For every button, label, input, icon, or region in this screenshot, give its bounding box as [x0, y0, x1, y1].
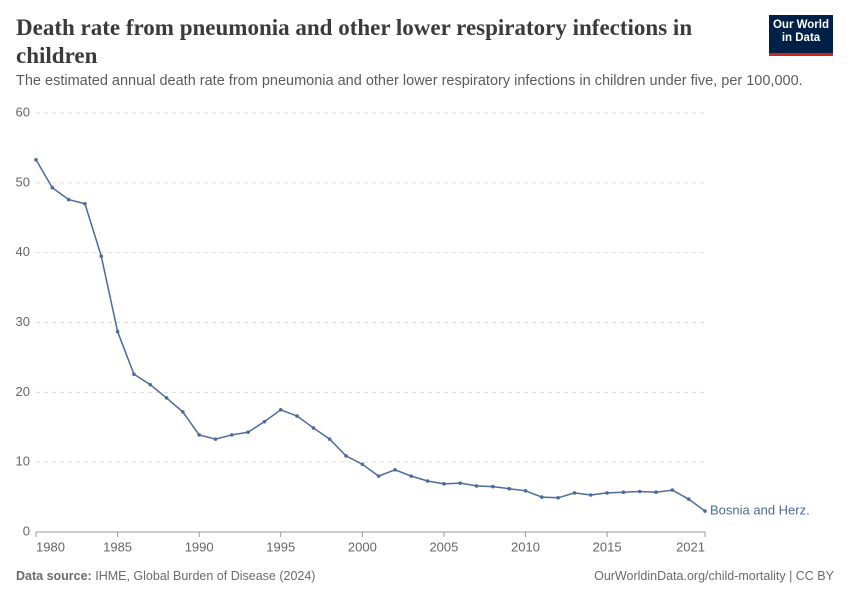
x-tick-label: 2000: [348, 539, 377, 554]
data-point: [686, 497, 691, 501]
data-point: [703, 509, 707, 513]
data-point: [295, 414, 299, 418]
y-tick-label: 60: [16, 104, 30, 119]
data-point: [246, 430, 250, 434]
data-point: [230, 433, 234, 437]
data-point: [262, 419, 267, 424]
data-point: [164, 396, 169, 400]
data-point: [34, 157, 38, 162]
data-point: [425, 479, 430, 483]
data-point: [278, 407, 283, 412]
x-tick-label: 2010: [511, 539, 540, 554]
y-tick-label: 50: [16, 174, 30, 189]
data-point: [474, 484, 479, 488]
y-tick-label: 30: [16, 314, 30, 329]
data-point: [637, 489, 642, 494]
x-tick-label: 2015: [593, 539, 622, 554]
series-line: [35, 159, 706, 512]
y-tick-label: 40: [16, 244, 30, 259]
y-tick-label: 0: [23, 523, 30, 538]
chart-subtitle: The estimated annual death rate from pne…: [16, 73, 803, 89]
source: IHME, Global Burden of Disease (2024): [95, 569, 316, 583]
data-point: [50, 185, 55, 190]
x-tick-label: 1990: [185, 539, 214, 554]
data-point: [409, 474, 414, 478]
source-note: Data source: IHME, Global Burden of Dise…: [16, 569, 315, 583]
x-tick-label: 2021: [676, 539, 705, 554]
data-point: [670, 488, 675, 492]
data-point: [621, 490, 626, 494]
y-tick-label: 10: [16, 454, 30, 469]
data-point: [344, 454, 348, 458]
source-label: Data source:: [16, 569, 92, 583]
data-point: [148, 382, 153, 387]
data-point: [213, 437, 218, 441]
data-point: [132, 372, 136, 376]
data-point: [588, 493, 593, 497]
data-point: [442, 482, 446, 486]
data-point: [83, 201, 87, 206]
data-point: [197, 433, 201, 437]
data-point: [556, 495, 560, 500]
series-label: Bosnia and Herz.: [710, 502, 810, 517]
footer-link[interactable]: OurWorldinData.org/child-mortality | CC …: [594, 569, 834, 583]
data-point: [311, 426, 316, 430]
chart-title: Death rate from pneumonia and other lowe…: [16, 15, 693, 68]
x-tick-label: 2005: [429, 539, 458, 554]
data-point: [393, 468, 397, 472]
data-point: [491, 484, 495, 489]
data-point: [572, 491, 577, 495]
data-point: [605, 491, 609, 495]
data-point: [99, 254, 104, 258]
logo-line: in Data: [781, 32, 821, 44]
x-tick-label: 1985: [103, 539, 132, 554]
y-tick-label: 20: [16, 384, 30, 399]
data-point: [327, 437, 332, 441]
x-tick-label: 1980: [36, 539, 65, 554]
data-point: [115, 329, 120, 334]
data-point: [376, 474, 381, 478]
data-point: [507, 486, 511, 491]
data-point: [66, 197, 71, 202]
data-point: [654, 490, 658, 494]
data-point: [181, 410, 185, 414]
data-point: [458, 481, 463, 485]
logo[interactable]: Our World in Data: [769, 15, 833, 56]
data-point: [360, 462, 365, 467]
logo-line: Our World: [772, 19, 829, 31]
data-point: [540, 495, 544, 499]
data-point: [523, 488, 528, 493]
x-tick-label: 1995: [266, 539, 295, 554]
